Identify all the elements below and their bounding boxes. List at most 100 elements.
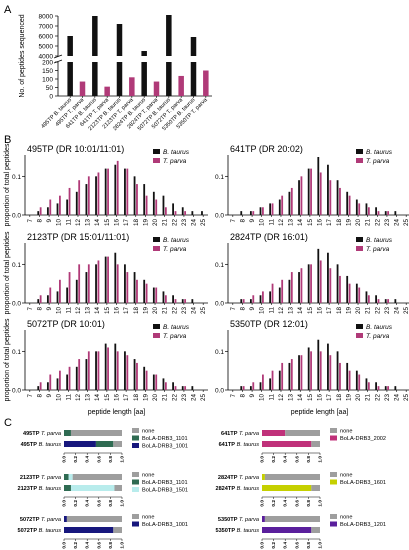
segment-drb3_1101 bbox=[64, 430, 71, 436]
bar-a bbox=[190, 37, 197, 56]
bar-b bbox=[252, 382, 255, 390]
bar-b bbox=[56, 291, 59, 303]
tick-label-b-x: 22 bbox=[171, 219, 178, 227]
tick-label-c-x: 0.2 bbox=[73, 456, 79, 463]
bar-b bbox=[78, 264, 81, 303]
subplot-title: 5350TP (DR 12:01) bbox=[230, 319, 308, 329]
tick-label-b-x: 15 bbox=[307, 307, 314, 315]
tick-label-b-y: 0.1 bbox=[215, 349, 224, 356]
bar-b bbox=[184, 299, 187, 303]
tick-label-c-x: 0.8 bbox=[306, 456, 312, 463]
legend-swatch-c bbox=[132, 479, 139, 485]
bar-a bbox=[116, 24, 123, 56]
bar-b bbox=[394, 211, 397, 215]
bar-b bbox=[37, 211, 40, 215]
panel-b-length-distributions: 0.0 0.1 495TP (DR 10:01/11:01) B. taurus T. … bbox=[4, 143, 409, 416]
bar-b bbox=[68, 272, 71, 303]
segment-none bbox=[72, 474, 122, 480]
bar-a bbox=[67, 62, 73, 96]
bar-b bbox=[136, 279, 138, 303]
tick-label-b-y: 0.0 bbox=[12, 213, 21, 220]
legend-swatch-b bbox=[153, 246, 160, 251]
bar-b bbox=[298, 180, 300, 215]
tick-label-b-x: 23 bbox=[181, 394, 188, 402]
bar-b bbox=[97, 260, 100, 303]
bar-b bbox=[252, 295, 255, 303]
bar-b bbox=[278, 287, 281, 303]
legend-swatch-c bbox=[330, 521, 337, 527]
tick-label-c-x: 0.6 bbox=[294, 500, 300, 507]
tick-label-b-x: 14 bbox=[297, 219, 304, 227]
tick-label-c-x: 1.0 bbox=[318, 456, 324, 463]
bar-b bbox=[181, 207, 184, 215]
bar-b bbox=[133, 176, 136, 215]
tick-label-b-x: 19 bbox=[142, 307, 149, 315]
bar-a bbox=[166, 15, 172, 56]
tick-label-b-y: 0.0 bbox=[12, 388, 21, 395]
segment-drb3_1501 bbox=[68, 474, 73, 480]
legend-label-b: T. parva bbox=[366, 246, 390, 253]
bar-b bbox=[262, 374, 264, 390]
segment-drb3_1101 bbox=[64, 485, 71, 491]
legend-swatch-c bbox=[330, 479, 337, 485]
bar-b bbox=[329, 180, 332, 215]
tick-label-b-x: 11 bbox=[268, 394, 275, 401]
tick-label-b-x: 24 bbox=[191, 394, 198, 402]
bar-b bbox=[162, 378, 165, 390]
axis-title-b-y: proportion of total peptides bbox=[4, 231, 11, 314]
bar-b bbox=[85, 359, 88, 390]
bar-b bbox=[278, 370, 281, 390]
tick-label-b-x: 9 bbox=[46, 394, 53, 398]
bar-b bbox=[327, 164, 329, 215]
tick-label-b-x: 16 bbox=[114, 307, 121, 315]
species-name: B. taurus bbox=[235, 442, 259, 448]
tick-label-b-x: 11 bbox=[268, 219, 275, 226]
tick-label-b-x: 15 bbox=[307, 219, 314, 227]
tick-label-b-x: 7 bbox=[230, 307, 237, 311]
bar-b bbox=[46, 207, 49, 215]
legend-label-c: none bbox=[340, 515, 352, 521]
bar-b bbox=[143, 366, 146, 390]
sample-id: 2123TP bbox=[17, 486, 37, 492]
bar-b bbox=[281, 279, 284, 303]
legend-label-b: T. parva bbox=[163, 158, 187, 165]
segment-none bbox=[70, 430, 122, 436]
legend-label-b: B. taurus bbox=[366, 149, 393, 156]
legend-label-b: B. taurus bbox=[163, 237, 190, 244]
tick-label-c-x: 0.8 bbox=[306, 542, 312, 549]
tick-label-b-x: 13 bbox=[288, 219, 295, 227]
axis-break-mark bbox=[53, 54, 63, 59]
tick-label-c-x: 1.0 bbox=[318, 542, 324, 549]
tick-label-c-x: 0.2 bbox=[73, 500, 79, 507]
bar-b bbox=[327, 343, 329, 390]
bar-b bbox=[298, 355, 300, 390]
bar-b bbox=[249, 211, 252, 215]
sample-id: 5072TP bbox=[20, 517, 40, 523]
tick-label-b-x: 9 bbox=[249, 219, 256, 223]
tick-label-b-x: 25 bbox=[200, 219, 207, 227]
bar-b bbox=[339, 362, 341, 390]
bar-a bbox=[203, 70, 209, 96]
bar-b bbox=[49, 374, 52, 390]
subplot-5072TP: 0.0 0.1 5072TP (DR 10:01) B. taurus T. parva… bbox=[4, 318, 208, 401]
tick-label-b-x: 25 bbox=[200, 394, 207, 402]
bar-b bbox=[116, 351, 119, 390]
species-name: T. parva bbox=[237, 517, 259, 523]
legend-label-c: BoLA-DRB3_1001 bbox=[142, 444, 188, 450]
tick-label-b-x: 23 bbox=[384, 394, 391, 402]
bar-b bbox=[271, 370, 274, 390]
bar-b bbox=[307, 264, 310, 303]
bar-b bbox=[300, 176, 303, 215]
tick-label-a-lower: 0 bbox=[49, 94, 53, 101]
segment-drb3_1201 bbox=[262, 527, 312, 533]
bar-b bbox=[394, 386, 397, 390]
bar-b bbox=[271, 283, 274, 303]
tick-label-b-x: 15 bbox=[104, 394, 111, 402]
bar-b bbox=[348, 370, 351, 390]
bar-b bbox=[290, 187, 293, 215]
legend-label-b: T. parva bbox=[163, 333, 187, 340]
legend-label-b: B. taurus bbox=[366, 324, 393, 331]
bar-b bbox=[152, 287, 155, 303]
bar-b bbox=[39, 207, 42, 215]
bar-b bbox=[46, 295, 49, 303]
